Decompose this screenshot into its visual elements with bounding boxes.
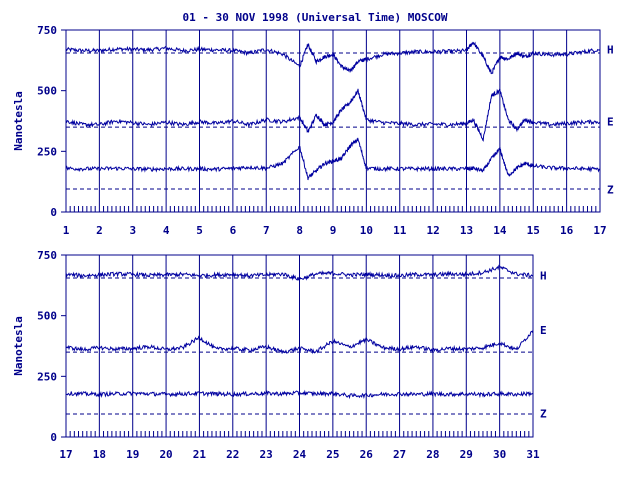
series-label-z: Z xyxy=(540,407,547,420)
series-line-h xyxy=(65,264,534,281)
x-tick-label: 25 xyxy=(326,448,339,461)
series-label-e: E xyxy=(607,116,614,129)
x-tick-label: 24 xyxy=(293,448,307,461)
x-tick-label: 21 xyxy=(193,448,207,461)
x-tick-label: 9 xyxy=(330,224,337,237)
series-line-e xyxy=(65,329,534,355)
x-tick-label: 17 xyxy=(593,224,606,237)
series-label-h: H xyxy=(607,43,614,56)
x-tick-label: 26 xyxy=(360,448,374,461)
y-tick-label: 750 xyxy=(37,24,57,37)
y-tick-label: 750 xyxy=(37,249,57,262)
x-tick-label: 22 xyxy=(226,448,239,461)
series-label-h: H xyxy=(540,270,547,283)
x-tick-label: 20 xyxy=(159,448,172,461)
x-tick-label: 6 xyxy=(230,224,237,237)
x-tick-label: 28 xyxy=(426,448,439,461)
series-label-z: Z xyxy=(607,183,614,196)
x-tick-label: 30 xyxy=(493,448,506,461)
x-tick-label: 12 xyxy=(427,224,440,237)
y-tick-label: 500 xyxy=(37,310,57,323)
upper-panel: 1 2 3 4 5 6 7 8 9 10 11 12 13 14 15 16 170250500750Nanot… xyxy=(12,24,614,237)
x-tick-label: 27 xyxy=(393,448,406,461)
lower-panel: 17 18 19 20 21 22 23 24 25 26 27 28 29 30 31 0 250 500 750… xyxy=(12,249,547,461)
x-tick-label: 13 xyxy=(460,224,473,237)
x-tick-label: 8 xyxy=(296,224,303,237)
x-tick-label: 14 xyxy=(493,224,507,237)
y-tick-label: 0 xyxy=(50,431,57,444)
x-tick-label: 7 xyxy=(263,224,270,237)
x-tick-label: 29 xyxy=(460,448,473,461)
series-line-z xyxy=(65,389,534,400)
x-tick-label: 3 xyxy=(129,224,136,237)
x-tick-label: 4 xyxy=(163,224,170,237)
series-label-e: E xyxy=(540,324,547,337)
x-tick-label: 18 xyxy=(93,448,106,461)
x-tick-label: 5 xyxy=(196,224,203,237)
x-tick-label: 17 xyxy=(59,448,72,461)
series-line-e xyxy=(65,88,601,142)
x-tick-label: 23 xyxy=(260,448,273,461)
x-tick-label: 1 xyxy=(63,224,70,237)
x-tick-label: 16 xyxy=(560,224,574,237)
y-tick-label: 250 xyxy=(37,145,57,158)
y-axis-label: Nanotesla xyxy=(12,316,25,376)
y-axis-label: Nanotesla xyxy=(12,91,25,151)
y-tick-label: 500 xyxy=(37,85,57,98)
series-line-z xyxy=(65,137,600,181)
x-tick-label: 15 xyxy=(527,224,540,237)
x-tick-label: 31 xyxy=(526,448,540,461)
y-tick-label: 0 xyxy=(50,206,57,219)
x-tick-label: 19 xyxy=(126,448,139,461)
x-tick-label: 10 xyxy=(360,224,373,237)
chart-title: 01 - 30 NOV 1998 (Universal Time) MOSCOW xyxy=(183,11,448,24)
x-tick-label: 2 xyxy=(96,224,103,237)
series-line-h xyxy=(65,41,601,75)
y-tick-label: 250 xyxy=(37,370,57,383)
x-tick-label: 11 xyxy=(393,224,407,237)
